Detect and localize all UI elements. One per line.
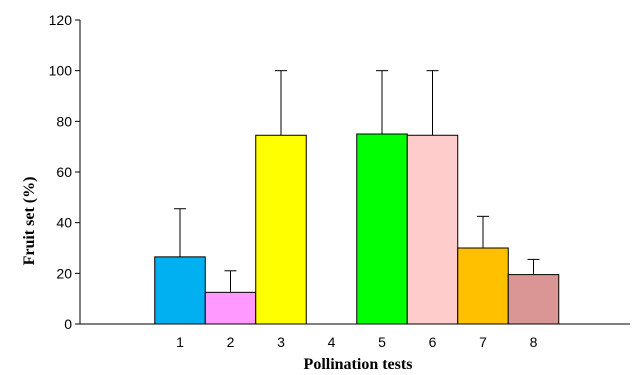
- x-tick-label-8: 8: [530, 334, 538, 350]
- bars-layer: [154, 133, 560, 325]
- x-tick-label-2: 2: [227, 334, 235, 350]
- bar-8: [507, 274, 560, 325]
- y-tick-label: 80: [56, 113, 72, 129]
- x-axis-title: Pollination tests: [304, 356, 413, 373]
- bar-6: [406, 134, 459, 325]
- y-tick-label: 100: [49, 63, 73, 79]
- x-tick-label-7: 7: [479, 334, 487, 350]
- y-tick-label: 120: [49, 12, 73, 28]
- y-axis-title: Fruit set (%): [21, 177, 38, 266]
- bar-2: [204, 291, 257, 325]
- bar-5: [356, 133, 408, 325]
- x-tick-label-3: 3: [277, 334, 285, 350]
- error-bars-layer: [174, 70, 540, 293]
- x-tick-label-5: 5: [378, 334, 386, 350]
- y-tick-label: 60: [56, 164, 72, 180]
- y-tick-label: 40: [56, 215, 72, 231]
- labels-layer: 0 20 40 60 80 100 120 1 2 3 4 5 6 7 8: [49, 12, 538, 350]
- x-tick-label-4: 4: [328, 334, 336, 350]
- bar-3: [255, 134, 307, 325]
- y-tick-label: 0: [64, 316, 72, 332]
- x-tick-label-1: 1: [176, 334, 184, 350]
- bar-1: [154, 256, 206, 325]
- bar-7: [457, 247, 509, 325]
- y-tick-label: 20: [56, 265, 72, 281]
- x-tick-label-6: 6: [429, 334, 437, 350]
